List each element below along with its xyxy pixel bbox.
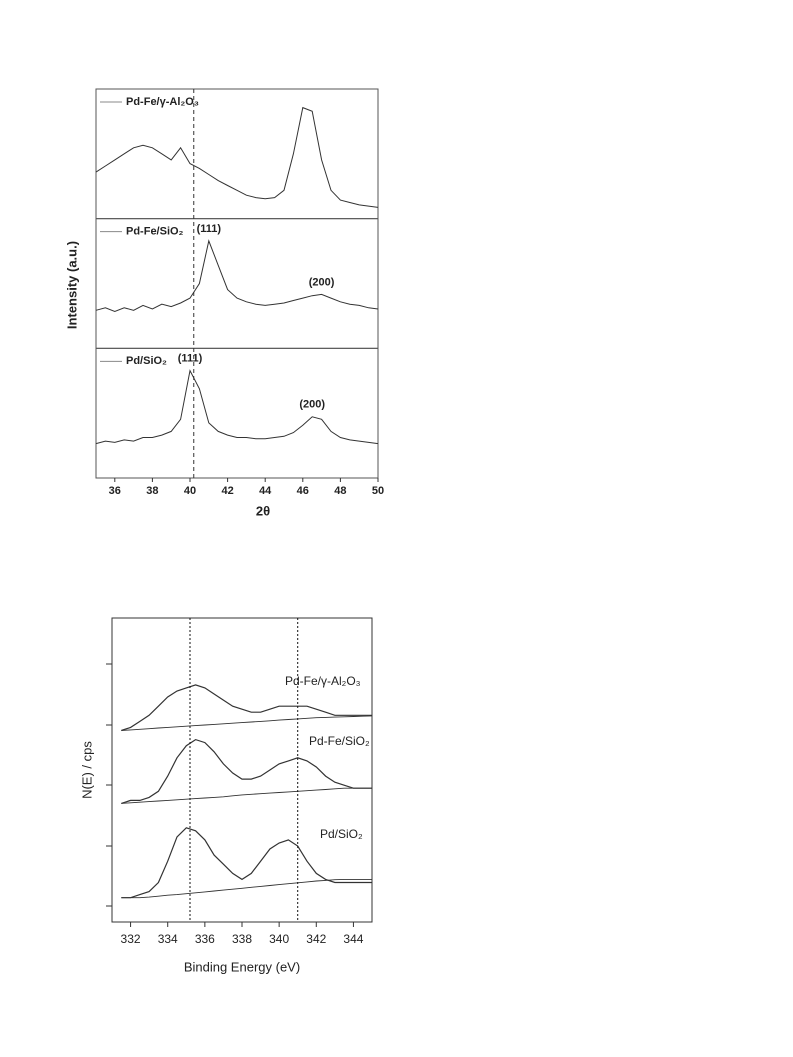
plot-frame [111,617,373,923]
spectrum [121,827,372,899]
x-tick-label: 46 [297,485,309,497]
legend-label: Pd-Fe/γ-Al₂O₃ [285,674,361,688]
spectrum [121,738,372,804]
x-tick-label: 48 [334,485,346,497]
x-tick-label: 50 [372,485,384,497]
x-tick-label: 336 [195,932,215,946]
y-decor-ticks [106,663,112,907]
peak-label: (200) [309,276,335,288]
x-axis-label: 2θ [256,503,270,518]
spectrum [95,106,379,208]
x-tick-label: 340 [269,932,289,946]
panel-frame [95,88,379,220]
y-axis-label: N(E) / cps [79,741,94,799]
background-line [121,878,372,899]
spectrum [121,684,372,732]
legend-label: Pd/SiO₂ [320,827,363,841]
x-tick-label: 334 [158,932,178,946]
legend-label: Pd-Fe/SiO₂ [309,734,370,748]
peak-label: (111) [178,352,203,364]
x-tick-label: 44 [259,485,272,497]
x-tick-label: 40 [184,485,196,497]
legend-label: Pd-Fe/SiO₂ [126,226,184,238]
peak-label: (200) [299,399,325,411]
y-axis-label: Intensity (a.u.) [64,241,79,329]
legend-label: Pd/SiO₂ [126,355,167,367]
x-tick-label: 344 [343,932,363,946]
x-tick-label: 36 [109,485,121,497]
spectrum [95,239,379,313]
background-line [121,787,372,804]
x-tick-label: 342 [306,932,326,946]
x-tick-label: 42 [221,485,233,497]
peak-label: (111) [197,223,222,235]
spectrum [95,369,379,445]
legend-label: Pd-Fe/γ-Al₂O₃ [126,96,199,108]
x-tick-label: 338 [232,932,252,946]
x-tick-label: 332 [121,932,141,946]
background-line [121,715,373,731]
x-tick-label: 38 [146,485,158,497]
panel-frame [95,347,379,479]
x-axis-label: Binding Energy (eV) [184,959,300,974]
panel-frame [95,218,379,349]
